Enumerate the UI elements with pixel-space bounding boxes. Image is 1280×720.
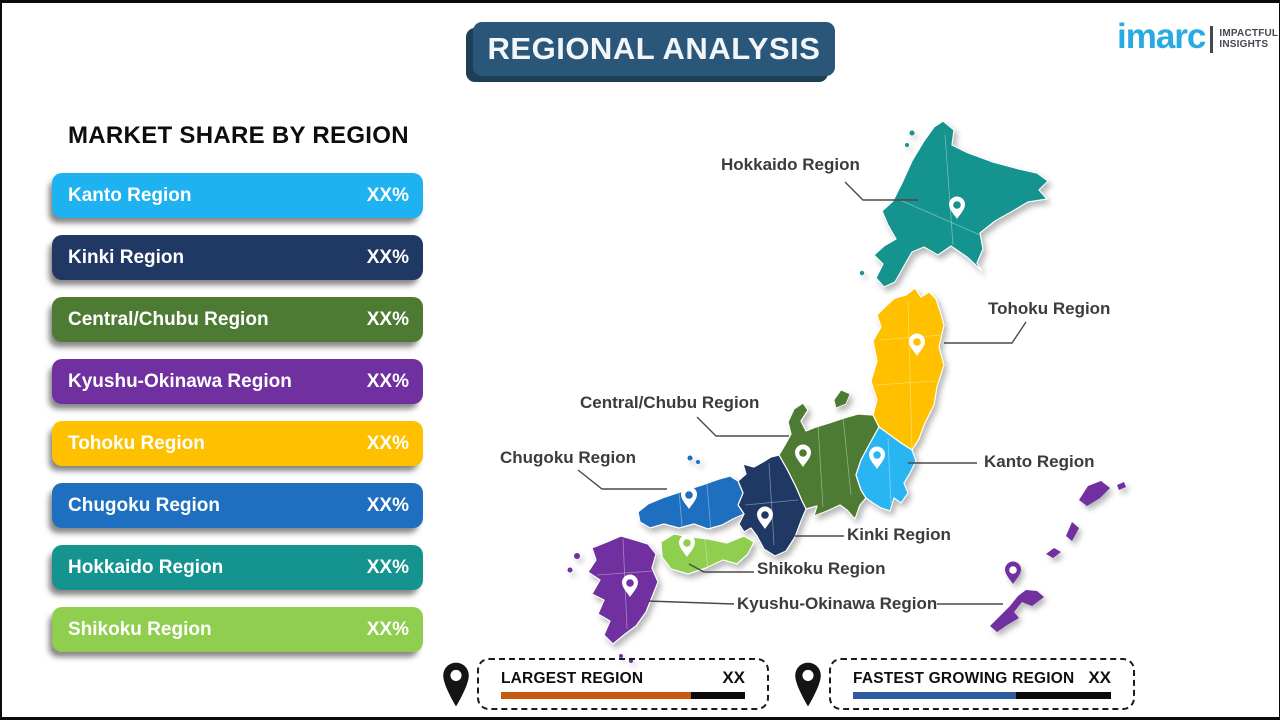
map-island-sado	[833, 389, 851, 409]
map-label-kinki: Kinki Region	[847, 525, 951, 544]
fastest-region-bar	[853, 692, 1111, 699]
map-label-chubu: Central/Chubu Region	[580, 393, 760, 412]
map-island-okushiri	[859, 270, 865, 276]
market-share-bar-tohoku: Tohoku Region XX%	[52, 421, 423, 466]
market-share-bar-kinki: Kinki Region XX%	[52, 235, 423, 280]
largest-region-label: LARGEST REGION	[501, 670, 644, 687]
bar-value: XX%	[366, 494, 409, 516]
map-island-tanegashima	[619, 654, 623, 658]
bar-value: XX%	[366, 184, 409, 206]
bar-label: Kinki Region	[68, 246, 185, 268]
map-pin-chubu	[795, 444, 811, 467]
fastest-region-bar-rest	[1015, 692, 1111, 699]
market-share-bar-hokkaido: Hokkaido Region XX%	[52, 545, 423, 590]
map-pin-shikoku	[679, 534, 695, 557]
fastest-region-bar-fill	[853, 692, 1016, 699]
map-island-oki2	[696, 460, 700, 464]
map-pin-tohoku	[909, 333, 925, 356]
map-label-chugoku: Chugoku Region	[500, 448, 636, 467]
bar-value: XX%	[366, 370, 409, 392]
map-region-tohoku	[870, 287, 945, 451]
map-label-hokkaido: Hokkaido Region	[721, 155, 860, 174]
fastest-region-pin-icon	[795, 662, 821, 707]
bar-value: XX%	[366, 308, 409, 330]
bar-label: Chugoku Region	[68, 494, 220, 516]
largest-region-bar-rest	[691, 692, 745, 699]
bar-label: Kyushu-Okinawa Region	[68, 370, 292, 392]
bar-label: Hokkaido Region	[68, 556, 224, 578]
map-pin-chugoku	[681, 486, 697, 509]
map-region-kinki	[737, 454, 807, 557]
map-label-tohoku: Tohoku Region	[988, 299, 1111, 318]
bar-value: XX%	[366, 246, 409, 268]
fastest-region-box: FASTEST GROWING REGION XX	[829, 658, 1135, 710]
market-share-bar-shikoku: Shikoku Region XX%	[52, 607, 423, 652]
bar-value: XX%	[366, 432, 409, 454]
map-island-yakushima	[629, 659, 633, 663]
map-label-shikoku: Shikoku Region	[757, 559, 886, 578]
map-region-kanto	[855, 426, 917, 512]
logo-tagline-line1: IMPACTFUL	[1219, 28, 1279, 39]
bar-value: XX%	[366, 556, 409, 578]
map-label-kyushu: Kyushu-Okinawa Region	[737, 594, 938, 613]
bar-label: Shikoku Region	[68, 618, 212, 640]
map-region-kyushu	[587, 535, 659, 645]
largest-region-box: LARGEST REGION XX	[477, 658, 769, 710]
logo-tagline: IMPACTFUL INSIGHTS	[1219, 28, 1278, 50]
bar-label: Central/Chubu Region	[68, 308, 269, 330]
map-island-tsushima	[574, 553, 580, 559]
imarc-logo: imarc IMPACTFUL INSIGHTS	[1117, 17, 1278, 56]
page-title: REGIONAL ANALYSIS	[473, 22, 835, 76]
largest-region-value: XX	[722, 668, 745, 687]
page-title-text: REGIONAL ANALYSIS	[487, 31, 821, 66]
fastest-region-value: XX	[1088, 668, 1111, 687]
map-okinawa-chain	[990, 481, 1126, 632]
market-share-bar-kyushu: Kyushu-Okinawa Region XX%	[52, 359, 423, 404]
largest-region-bar	[501, 692, 745, 699]
japan-map	[567, 120, 1126, 663]
largest-region-pin-icon	[443, 662, 469, 707]
map-pin-kanto	[869, 446, 885, 469]
bar-label: Kanto Region	[68, 184, 192, 206]
market-share-list: Kanto Region XX% Kinki Region XX% Centra…	[52, 173, 423, 669]
market-share-bar-chugoku: Chugoku Region XX%	[52, 483, 423, 528]
map-island-rebun	[905, 143, 909, 147]
largest-region-bar-fill	[501, 692, 692, 699]
imarc-logo-text: imarc	[1117, 17, 1206, 56]
market-share-heading: MARKET SHARE BY REGION	[68, 122, 409, 149]
logo-divider	[1210, 25, 1214, 53]
market-share-bar-kanto: Kanto Region XX%	[52, 173, 423, 218]
bar-value: XX%	[366, 618, 409, 640]
map-island-oki	[687, 455, 693, 461]
map-label-kanto: Kanto Region	[984, 452, 1095, 471]
bar-label: Tohoku Region	[68, 432, 205, 454]
map-island-rishiri	[909, 130, 915, 136]
map-pin-hokkaido	[949, 196, 965, 219]
map-pin-kyushu	[622, 574, 638, 597]
logo-tagline-line2: INSIGHTS	[1219, 39, 1269, 50]
map-pin-kinki	[757, 506, 773, 529]
map-island-goto	[567, 567, 573, 573]
fastest-region-label: FASTEST GROWING REGION	[853, 670, 1075, 687]
prefecture-borders	[596, 134, 981, 630]
map-pin-okinawa	[1005, 561, 1021, 584]
market-share-bar-chubu: Central/Chubu Region XX%	[52, 297, 423, 342]
